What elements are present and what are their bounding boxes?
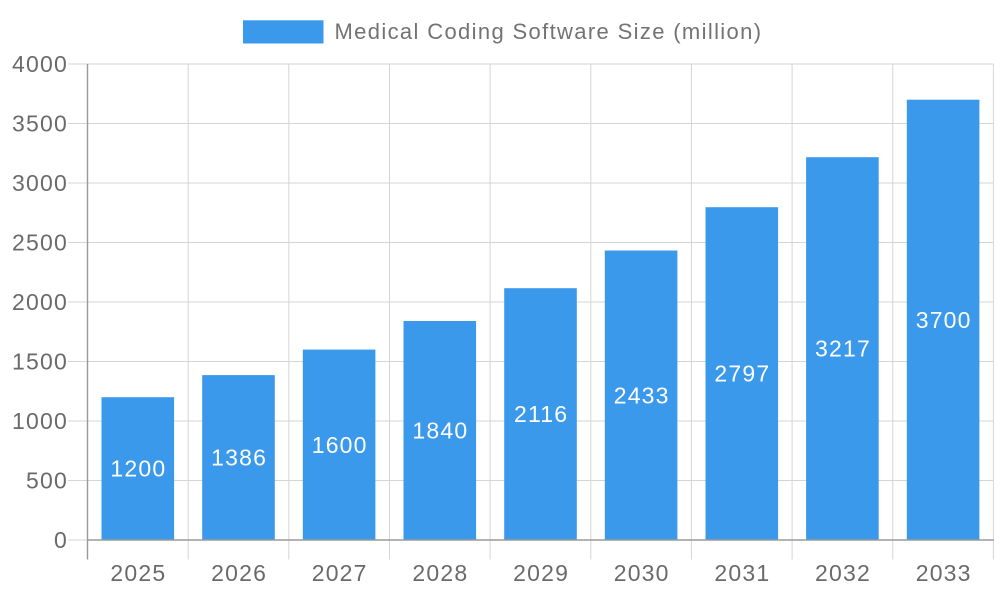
svg-text:2031: 2031 [714, 560, 770, 586]
svg-text:2116: 2116 [514, 401, 568, 427]
svg-text:1600: 1600 [312, 432, 368, 458]
svg-text:2025: 2025 [110, 560, 166, 586]
svg-text:1840: 1840 [412, 418, 468, 444]
svg-text:4000: 4000 [12, 51, 68, 77]
svg-text:500: 500 [26, 467, 68, 493]
svg-text:2026: 2026 [211, 560, 267, 586]
svg-text:2433: 2433 [614, 382, 670, 408]
svg-text:2033: 2033 [916, 560, 972, 586]
svg-text:1000: 1000 [12, 408, 68, 434]
svg-text:2030: 2030 [614, 560, 670, 586]
svg-text:2027: 2027 [312, 560, 368, 586]
svg-text:3500: 3500 [12, 110, 68, 136]
svg-text:1386: 1386 [211, 445, 267, 471]
svg-text:2029: 2029 [513, 560, 569, 586]
svg-text:1500: 1500 [12, 348, 68, 374]
svg-text:0: 0 [54, 527, 68, 553]
svg-text:2028: 2028 [412, 560, 468, 586]
svg-text:3217: 3217 [815, 336, 871, 362]
svg-text:2000: 2000 [12, 289, 68, 315]
svg-text:3000: 3000 [12, 170, 68, 196]
svg-text:Medical Coding Software Size (: Medical Coding Software Size (million) [335, 19, 763, 44]
svg-text:3700: 3700 [916, 307, 972, 333]
svg-text:1200: 1200 [110, 456, 166, 482]
svg-text:2500: 2500 [12, 229, 68, 255]
svg-text:2797: 2797 [714, 361, 770, 387]
svg-text:2032: 2032 [815, 560, 871, 586]
